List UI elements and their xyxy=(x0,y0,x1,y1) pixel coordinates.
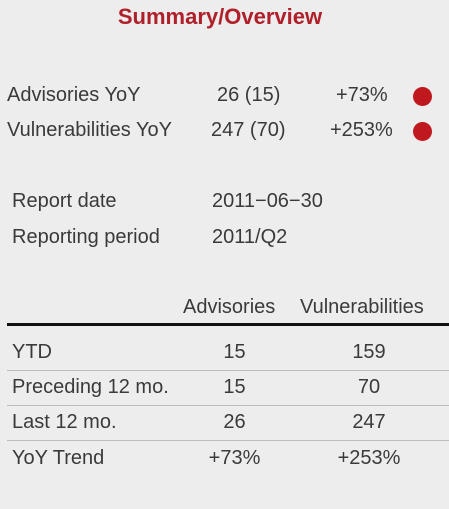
report-date-row: Report date 2011−06−30 xyxy=(0,190,449,216)
vulnerabilities-yoy-change: +253% xyxy=(330,119,393,141)
table-row-ytd: YTD 15 159 xyxy=(7,335,449,371)
vulnerabilities-cell: 159 xyxy=(352,341,386,363)
advisories-cell: 15 xyxy=(223,341,246,363)
advisories-cell: 26 xyxy=(223,411,246,433)
vulnerabilities-cell: 247 xyxy=(352,411,386,433)
advisories-yoy-value: 26 (15) xyxy=(217,84,281,106)
report-date-value: 2011−06−30 xyxy=(212,190,323,212)
vulnerabilities-status-dot-icon xyxy=(413,122,432,141)
reporting-period-row: Reporting period 2011/Q2 xyxy=(0,226,449,252)
reporting-period-value: 2011/Q2 xyxy=(212,226,288,248)
vulnerabilities-cell: +253% xyxy=(337,447,401,469)
column-header-advisories: Advisories xyxy=(183,296,276,318)
page-title: Summary/Overview xyxy=(117,4,323,29)
advisories-cell: 15 xyxy=(223,376,246,398)
vulnerabilities-yoy-row: Vulnerabilities YoY 247 (70) +253% xyxy=(0,119,449,145)
vulnerabilities-yoy-label: Vulnerabilities YoY xyxy=(7,119,172,141)
reporting-period-label: Reporting period xyxy=(12,226,160,248)
advisories-yoy-row: Advisories YoY 26 (15) +73% xyxy=(0,84,449,110)
report-date-label: Report date xyxy=(12,190,117,212)
column-header-vulnerabilities: Vulnerabilities xyxy=(300,296,424,318)
advisories-yoy-change: +73% xyxy=(336,84,388,106)
advisories-cell: +73% xyxy=(208,447,261,469)
row-label: YTD xyxy=(12,341,52,363)
advisories-yoy-label: Advisories YoY xyxy=(7,84,141,106)
table-row-last-12-mo: Last 12 mo. 26 247 xyxy=(7,405,449,441)
row-label: YoY Trend xyxy=(12,447,105,469)
vulnerabilities-yoy-value: 247 (70) xyxy=(211,119,286,141)
row-label: Preceding 12 mo. xyxy=(12,376,169,398)
table-header-rule xyxy=(7,323,449,326)
vulnerabilities-cell: 70 xyxy=(357,376,381,398)
table-row-preceding-12-mo: Preceding 12 mo. 15 70 xyxy=(7,370,449,406)
row-label: Last 12 mo. xyxy=(12,411,117,433)
advisories-status-dot-icon xyxy=(413,87,432,106)
table-row-yoy-trend: YoY Trend +73% +253% xyxy=(7,441,449,476)
